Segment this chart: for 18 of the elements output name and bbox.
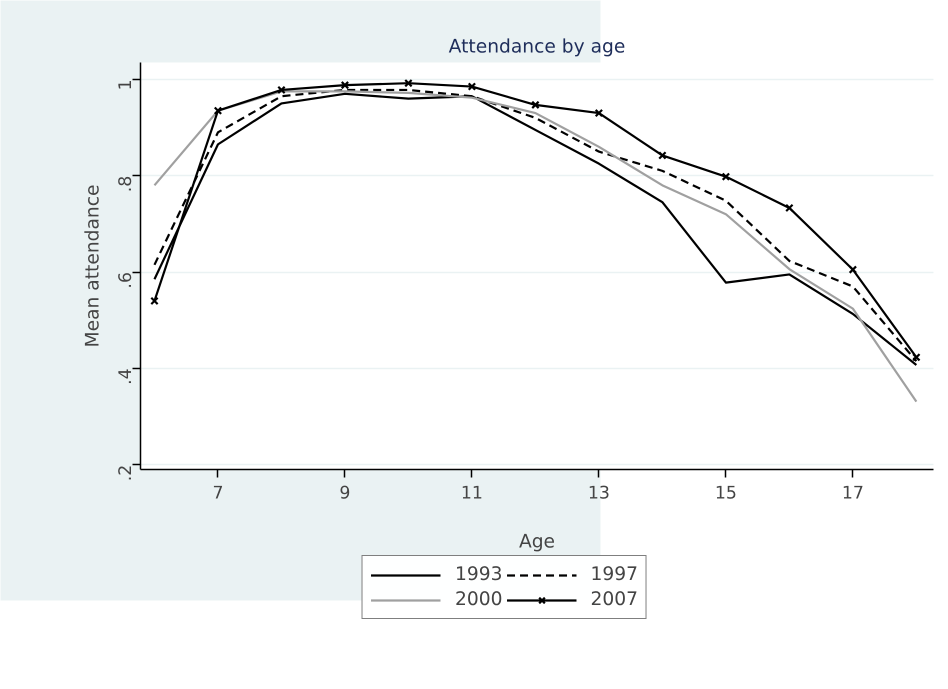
y-tick-label: .4 <box>116 368 136 385</box>
x-tick-label: 9 <box>339 484 350 504</box>
legend-label: 2007 <box>590 589 638 610</box>
x-tick-label: 17 <box>842 484 864 504</box>
legend-label: 1993 <box>455 564 502 585</box>
y-tick-label: 1 <box>116 79 136 90</box>
y-tick-label: .6 <box>116 272 136 289</box>
x-axis-title: Age <box>518 532 556 552</box>
legend-label: 1997 <box>590 564 638 585</box>
x-tick-label: 13 <box>588 484 610 504</box>
legend-label: 2000 <box>455 589 502 610</box>
x-tick-label: 11 <box>460 484 483 504</box>
x-tick-label: 7 <box>212 484 224 504</box>
chart-title: Attendance by age <box>448 36 626 58</box>
x-tick-label: 15 <box>714 484 737 504</box>
y-axis-title: Mean attendance <box>82 184 104 348</box>
y-tick-label: .2 <box>116 464 136 482</box>
y-tick-label: .8 <box>116 176 136 192</box>
